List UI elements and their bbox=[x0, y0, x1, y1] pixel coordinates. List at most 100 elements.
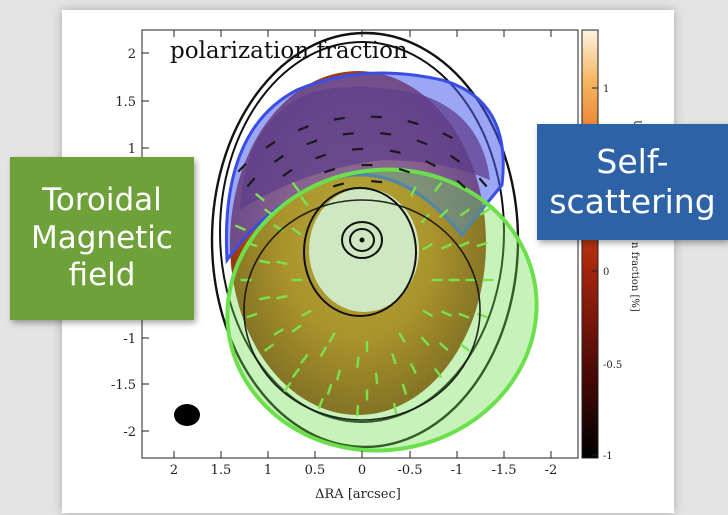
inner-contour-2 bbox=[341, 221, 383, 259]
green-vector-segment bbox=[440, 243, 452, 250]
dark-vector-segment bbox=[324, 167, 336, 174]
green-vector-segment bbox=[335, 369, 342, 381]
callout-left-line-3: field bbox=[68, 257, 136, 294]
green-vector-segment bbox=[328, 332, 336, 343]
green-vector-segment bbox=[458, 241, 470, 248]
green-vector-segment bbox=[409, 362, 417, 374]
dark-vector-segment bbox=[389, 149, 401, 154]
dark-vector-segment bbox=[456, 179, 466, 189]
y-axis-ticks: 2 1.5 1 -1 -1.5 -2 bbox=[111, 47, 149, 440]
green-vector-segment bbox=[420, 336, 430, 347]
dark-vector-segment bbox=[478, 177, 488, 188]
green-vector-segment bbox=[438, 341, 449, 352]
dark-vector-segment bbox=[407, 120, 419, 126]
colorbar-label: n fraction [%] bbox=[629, 242, 640, 312]
callout-right-line-1: Self- bbox=[596, 141, 669, 181]
green-vector-segment bbox=[263, 208, 275, 217]
green-vector-segment bbox=[459, 343, 471, 352]
green-vector-segment bbox=[374, 372, 379, 384]
green-vector-segment bbox=[234, 224, 246, 232]
inner-contour-3 bbox=[349, 228, 375, 252]
dark-vector-segment bbox=[332, 182, 345, 188]
plot-content bbox=[174, 31, 539, 453]
colorbar-tick-label: 0 bbox=[603, 267, 609, 278]
green-vector-segment bbox=[263, 343, 275, 352]
green-vector-segment bbox=[476, 312, 488, 319]
y-tick-label: 1 bbox=[128, 142, 136, 157]
dark-vector-segment bbox=[342, 132, 354, 136]
dark-vector-segment bbox=[380, 132, 392, 136]
green-vector-segment bbox=[291, 324, 302, 333]
green-vector-segment bbox=[259, 295, 271, 301]
green-vector-segment bbox=[246, 312, 258, 319]
green-vector-segment bbox=[392, 402, 398, 414]
green-vector-segment bbox=[291, 181, 301, 193]
peak-marker bbox=[359, 237, 365, 243]
y-tick-label: 2 bbox=[128, 47, 136, 62]
inner-contour-1 bbox=[303, 187, 417, 317]
green-vector-segment bbox=[291, 227, 302, 236]
colorbar-tick-label: 1 bbox=[603, 84, 609, 95]
dark-vector-segment bbox=[306, 139, 318, 146]
x-tick-label: 0 bbox=[358, 463, 366, 478]
y-tick-label: -1 bbox=[123, 332, 136, 347]
figure-title: polarization fraction bbox=[170, 38, 408, 64]
green-vector-segment bbox=[391, 353, 397, 365]
polarization-figure: 2 1.5 1 0.5 0 -0.5 -1 -1.5 -2 2 1.5 1 -1 -1.5 -2 pola… bbox=[111, 29, 642, 502]
dark-vector-segment bbox=[273, 154, 285, 163]
callout-right-line-2: scattering bbox=[549, 182, 716, 221]
green-vector-segment bbox=[300, 353, 309, 364]
x-tick-label: 1.5 bbox=[211, 463, 232, 478]
dark-vector-segment bbox=[370, 115, 382, 119]
beam-ellipse bbox=[174, 404, 200, 426]
x-axis-ticks: 2 1.5 1 0.5 0 -0.5 -1 -1.5 -2 bbox=[170, 30, 557, 478]
green-vector-segment bbox=[356, 405, 360, 417]
callout-left-line-2: Magnetic bbox=[31, 219, 173, 256]
green-vector-segment bbox=[276, 260, 288, 266]
green-vector-segment bbox=[433, 181, 443, 193]
green-vector-segment bbox=[438, 208, 449, 219]
green-vector-segment bbox=[422, 309, 433, 318]
y-tick-label: -2 bbox=[123, 425, 136, 440]
green-vector-segment bbox=[401, 383, 408, 395]
colorbar-tick-label: -0.5 bbox=[603, 360, 622, 371]
dark-vector-segment bbox=[449, 154, 461, 163]
green-vector-segment bbox=[420, 213, 430, 224]
green-vector-segment bbox=[479, 207, 491, 216]
dark-vector-segment bbox=[333, 116, 345, 121]
green-vector-segment bbox=[246, 241, 258, 248]
green-vector-segment bbox=[317, 397, 324, 410]
x-tick-label: -2 bbox=[545, 463, 558, 478]
green-vector-segment bbox=[300, 196, 309, 207]
y-tick-label: 1.5 bbox=[115, 95, 136, 110]
green-vector-segment bbox=[459, 208, 471, 217]
dark-vector-segment bbox=[315, 153, 327, 160]
dark-vector-segment bbox=[297, 125, 309, 132]
green-vector-segment bbox=[398, 332, 406, 343]
mid-contour bbox=[243, 199, 481, 421]
dark-vector-segment bbox=[246, 177, 256, 188]
green-vector-segment bbox=[433, 367, 443, 379]
y-tick-label: -1.5 bbox=[111, 378, 136, 393]
x-tick-label: -1 bbox=[451, 463, 464, 478]
dark-vector-segment bbox=[416, 139, 428, 146]
green-vector-segment bbox=[356, 356, 360, 368]
polarization-vectors bbox=[234, 115, 494, 417]
x-tick-label: -1.5 bbox=[491, 463, 516, 478]
dark-vector-segment bbox=[442, 132, 453, 140]
green-vector-segment bbox=[422, 242, 433, 251]
dark-vector-segment bbox=[352, 147, 364, 151]
dark-vector-segment bbox=[425, 160, 436, 168]
x-axis-label: ΔRA [arcsec] bbox=[315, 487, 401, 502]
green-vector-segment bbox=[273, 328, 284, 336]
x-tick-label: 2 bbox=[170, 463, 178, 478]
dark-vector-segment bbox=[237, 162, 247, 173]
green-vector-segment bbox=[319, 346, 328, 357]
green-vector-segment bbox=[326, 383, 333, 395]
green-vector-segment bbox=[259, 259, 271, 265]
green-vector-segment bbox=[276, 294, 288, 300]
x-tick-label: -0.5 bbox=[397, 463, 422, 478]
green-vector-segment bbox=[458, 312, 470, 319]
green-vector-segment bbox=[291, 367, 301, 379]
self-scattering-callout: Self- scattering bbox=[537, 124, 728, 240]
